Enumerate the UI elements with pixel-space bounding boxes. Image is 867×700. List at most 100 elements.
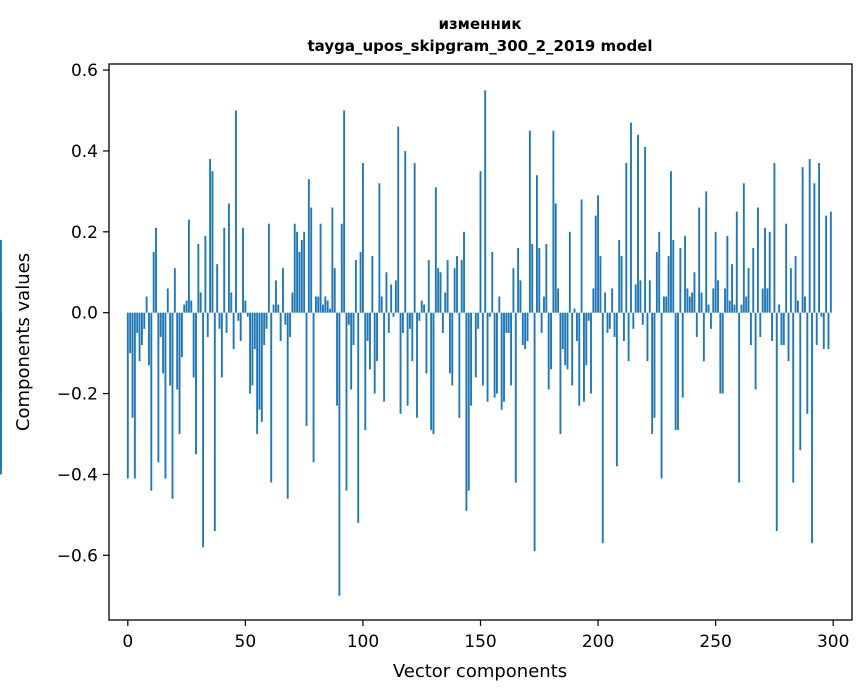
bar [213, 312, 216, 532]
bar [350, 312, 353, 390]
bar [277, 304, 280, 313]
bar [258, 312, 261, 410]
y-axis-ticks: −0.6 −0.4 −0.2 0.0 0.2 0.4 0.6 [57, 61, 109, 566]
bar [787, 312, 790, 362]
bar [209, 159, 212, 313]
bar [185, 300, 188, 313]
bar [481, 312, 484, 386]
bar [242, 227, 244, 313]
bar [503, 312, 505, 402]
bar [752, 247, 755, 313]
bar [188, 219, 190, 313]
bar [427, 260, 430, 313]
bar [432, 312, 435, 434]
bar [354, 260, 357, 313]
y-tick-label: −0.2 [57, 385, 98, 405]
bar [378, 183, 381, 313]
bar [230, 292, 233, 313]
bar [674, 312, 677, 430]
y-tick-label: 0.2 [71, 223, 98, 243]
bar [662, 296, 665, 313]
bar [712, 288, 715, 313]
bar [376, 312, 378, 362]
bar [155, 227, 157, 313]
bar [472, 312, 475, 314]
bar [479, 171, 482, 313]
bar [195, 312, 197, 455]
bar [486, 312, 489, 402]
bar [239, 312, 242, 341]
bar [291, 292, 294, 313]
bar [733, 304, 736, 313]
bar [300, 239, 303, 313]
bar [721, 312, 724, 394]
bar [326, 300, 329, 313]
bar [507, 312, 510, 333]
bar [526, 312, 529, 341]
bar [387, 312, 390, 333]
bar [825, 215, 828, 313]
bar [463, 231, 465, 313]
bar [618, 239, 621, 313]
bar [707, 304, 710, 313]
bar [418, 312, 421, 321]
bar [253, 312, 256, 350]
bar [0, 312, 2, 467]
bar [180, 312, 183, 358]
bar [538, 247, 541, 313]
bar [829, 211, 832, 313]
bar [754, 312, 757, 390]
bar [514, 312, 517, 483]
bar [392, 312, 395, 317]
bar [413, 163, 416, 313]
bar [705, 191, 708, 313]
bar [552, 130, 555, 313]
bar [307, 179, 310, 313]
bar [129, 312, 132, 354]
bar [679, 247, 682, 313]
bar [808, 159, 811, 313]
bar [557, 288, 560, 313]
bar [796, 300, 799, 313]
bar [622, 312, 625, 341]
y-tick-label: 0.6 [71, 61, 98, 81]
x-tick-label: 300 [817, 632, 849, 652]
bar [827, 312, 830, 350]
bar [684, 235, 686, 313]
bar [672, 239, 675, 313]
bar [665, 296, 668, 313]
bar [658, 231, 661, 313]
bar [766, 288, 769, 313]
bar [587, 312, 590, 321]
bar [430, 312, 433, 430]
bar [324, 296, 327, 313]
bar [437, 268, 440, 313]
bar [571, 312, 574, 386]
bar [677, 312, 679, 430]
bar [773, 163, 776, 313]
bar [284, 312, 287, 325]
bar [260, 312, 263, 422]
x-tick-label: 0 [122, 632, 133, 652]
bar [256, 312, 259, 434]
bar [394, 280, 397, 313]
bar [416, 312, 418, 418]
bar [524, 312, 527, 350]
bar [143, 312, 146, 329]
bar [448, 312, 451, 374]
bar [265, 312, 268, 329]
bar [190, 300, 193, 313]
bar [585, 312, 588, 366]
bar [747, 268, 750, 313]
bar [251, 312, 254, 386]
bar [178, 312, 181, 434]
bar [237, 312, 240, 321]
bar [578, 312, 581, 406]
x-tick-label: 50 [235, 632, 257, 652]
bar [740, 304, 743, 313]
bar [223, 227, 226, 313]
bar [310, 207, 313, 313]
bar [500, 312, 503, 410]
bar [630, 122, 632, 313]
